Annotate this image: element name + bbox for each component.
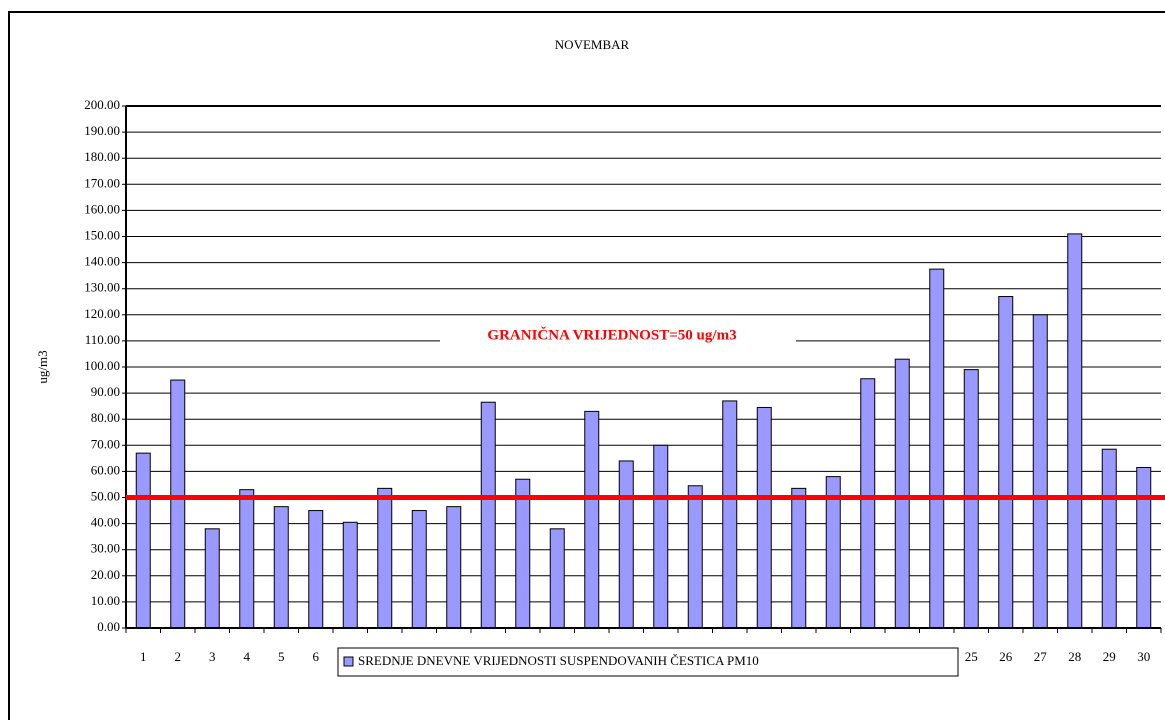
- x-tick-label: 4: [244, 649, 251, 664]
- x-tick-label: 29: [1103, 649, 1116, 664]
- bar: [204, 528, 220, 629]
- bar: [791, 487, 807, 629]
- bar: [446, 506, 462, 629]
- y-tick-label: 180.00: [84, 149, 120, 164]
- chart-border: [8, 11, 1165, 720]
- x-tick-label: 6: [313, 649, 320, 664]
- bar: [756, 406, 772, 629]
- x-tick-label: 30: [1137, 649, 1150, 664]
- y-axis-label: ug/m3: [35, 350, 50, 383]
- y-tick-label: 140.00: [84, 254, 120, 269]
- y-tick-label: 60.00: [91, 462, 120, 477]
- bar: [653, 444, 669, 629]
- bar: [618, 460, 634, 629]
- x-tick-label: 26: [999, 649, 1013, 664]
- bar: [1136, 466, 1152, 629]
- y-tick-label: 160.00: [84, 201, 120, 216]
- y-tick-label: 0.00: [97, 619, 120, 634]
- x-tick-label: 27: [1034, 649, 1048, 664]
- annotation-background: [440, 323, 796, 347]
- bar: [549, 528, 565, 629]
- bar: [342, 521, 358, 629]
- bar: [1101, 448, 1117, 629]
- x-tick-label: 28: [1068, 649, 1081, 664]
- y-tick-label: 70.00: [91, 436, 120, 451]
- y-tick-label: 190.00: [84, 123, 120, 138]
- bar: [170, 379, 186, 629]
- y-tick-label: 20.00: [91, 567, 120, 582]
- bar: [1067, 233, 1083, 629]
- annotation: GRANIČNA VRIJEDNOST=50 ug/m3: [487, 326, 736, 343]
- bar: [135, 452, 151, 629]
- y-tick-label: 150.00: [84, 227, 120, 242]
- bar: [377, 487, 393, 629]
- legend-label: SREDNJE DNEVNE VRIJEDNOSTI SUSPENDOVANIH…: [358, 653, 759, 668]
- bar: [860, 378, 876, 629]
- bar: [929, 268, 945, 629]
- bar: [273, 506, 289, 629]
- y-tick-label: 200.00: [84, 97, 120, 112]
- y-tick-label: 130.00: [84, 280, 120, 295]
- x-tick-label: 2: [175, 649, 182, 664]
- y-tick-label: 170.00: [84, 175, 120, 190]
- y-tick-label: 100.00: [84, 358, 120, 373]
- bar: [239, 489, 255, 629]
- bar: [515, 478, 531, 629]
- x-tick-label: 1: [140, 649, 147, 664]
- y-tick-label: 10.00: [91, 593, 120, 608]
- bar: [308, 510, 324, 629]
- bar: [687, 485, 703, 629]
- legend-swatch: [343, 656, 354, 667]
- y-tick-label: 120.00: [84, 306, 120, 321]
- y-tick-label: 30.00: [91, 541, 120, 556]
- y-tick-label: 50.00: [91, 488, 120, 503]
- chart-title: NOVEMBAR: [555, 37, 630, 52]
- bar: [411, 510, 427, 629]
- y-tick-label: 80.00: [91, 410, 120, 425]
- y-tick-label: 40.00: [91, 515, 120, 530]
- bar: [1032, 314, 1048, 629]
- bar: [722, 400, 738, 629]
- x-tick-label: 25: [965, 649, 978, 664]
- bar: [584, 410, 600, 629]
- bar: [894, 358, 910, 629]
- y-tick-label: 90.00: [91, 384, 120, 399]
- bar: [480, 401, 496, 629]
- legend-box: [337, 647, 959, 677]
- x-tick-label: 3: [209, 649, 216, 664]
- x-tick-label: 5: [278, 649, 285, 664]
- y-tick-label: 110.00: [85, 332, 120, 347]
- bar: [998, 296, 1014, 629]
